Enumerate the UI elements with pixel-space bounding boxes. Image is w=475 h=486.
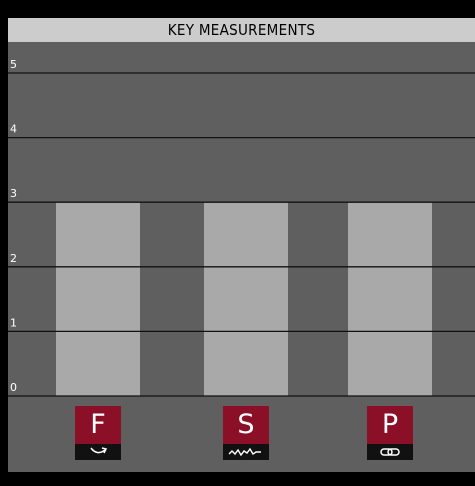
rotate-arrow-icon	[75, 444, 121, 460]
bar-p	[348, 202, 432, 396]
y-tick-label-4: 4	[10, 123, 17, 136]
category-label-f: F	[75, 406, 121, 444]
wave-icon	[223, 444, 269, 460]
y-tick-label-5: 5	[10, 58, 17, 71]
category-label-p: P	[367, 406, 413, 444]
y-tick-label-3: 3	[10, 187, 17, 200]
bar-chart: 0 1 2 3 4 5	[8, 58, 475, 397]
chart-panel: KEY MEASUREMENTS 0 1 2 3 4 5 F S P	[8, 18, 475, 472]
bar-f	[56, 202, 140, 396]
category-badge-s: S	[223, 406, 269, 460]
bar-s	[204, 202, 288, 396]
y-tick-label-2: 2	[10, 252, 17, 265]
chart-title: KEY MEASUREMENTS	[8, 18, 475, 42]
y-tick-label-0: 0	[10, 381, 17, 394]
link-icon	[367, 444, 413, 460]
y-tick-label-1: 1	[10, 316, 17, 329]
category-badge-p: P	[367, 406, 413, 460]
category-badge-f: F	[75, 406, 121, 460]
category-label-s: S	[223, 406, 269, 444]
